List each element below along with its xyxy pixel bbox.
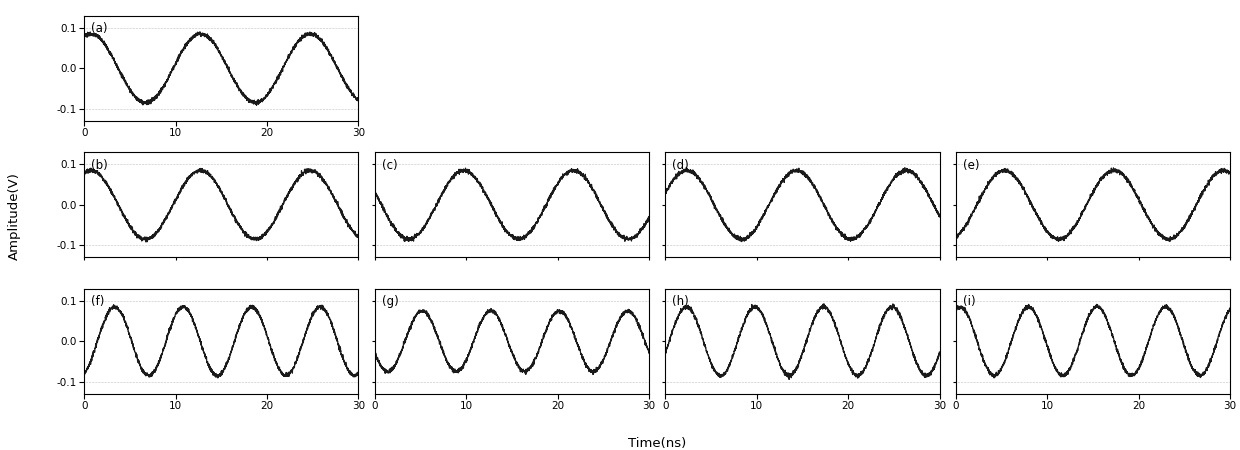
Text: (b): (b) xyxy=(92,158,108,171)
Text: (a): (a) xyxy=(92,22,108,35)
Text: Time(ns): Time(ns) xyxy=(629,437,686,450)
Text: (h): (h) xyxy=(672,295,689,308)
Text: (g): (g) xyxy=(382,295,398,308)
Text: (i): (i) xyxy=(962,295,976,308)
Text: (d): (d) xyxy=(672,158,689,171)
Text: (c): (c) xyxy=(382,158,397,171)
Text: (e): (e) xyxy=(962,158,980,171)
Text: Amplitude(V): Amplitude(V) xyxy=(9,172,21,260)
Text: (f): (f) xyxy=(92,295,104,308)
